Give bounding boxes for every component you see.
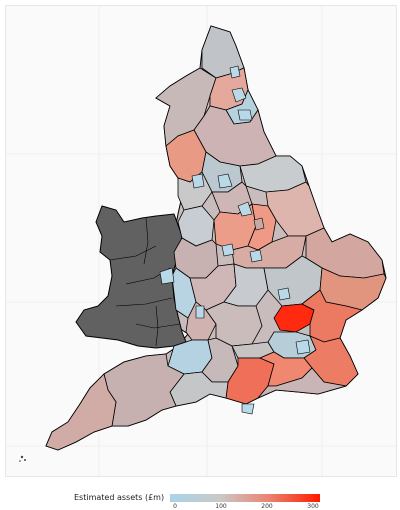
wales-boundaries (109, 217, 181, 347)
wales-region[interactable] (75, 205, 187, 349)
map-panel (5, 5, 398, 478)
england-wales-map[interactable] (6, 6, 398, 478)
area-cornwall[interactable] (45, 373, 117, 451)
scilly-isles (19, 455, 26, 462)
legend-colorbar (170, 494, 320, 502)
urban-patches (159, 65, 311, 415)
area-essex[interactable] (301, 289, 364, 343)
area-sussex[interactable] (257, 367, 347, 399)
map-legend: Estimated assets (£m) 0 100 200 300 (0, 484, 400, 510)
legend-title: Estimated assets (£m) (74, 493, 165, 502)
area-herefordshire[interactable] (185, 301, 217, 341)
area-east-riding[interactable] (239, 155, 307, 193)
area-oxfordshire[interactable] (205, 301, 263, 347)
